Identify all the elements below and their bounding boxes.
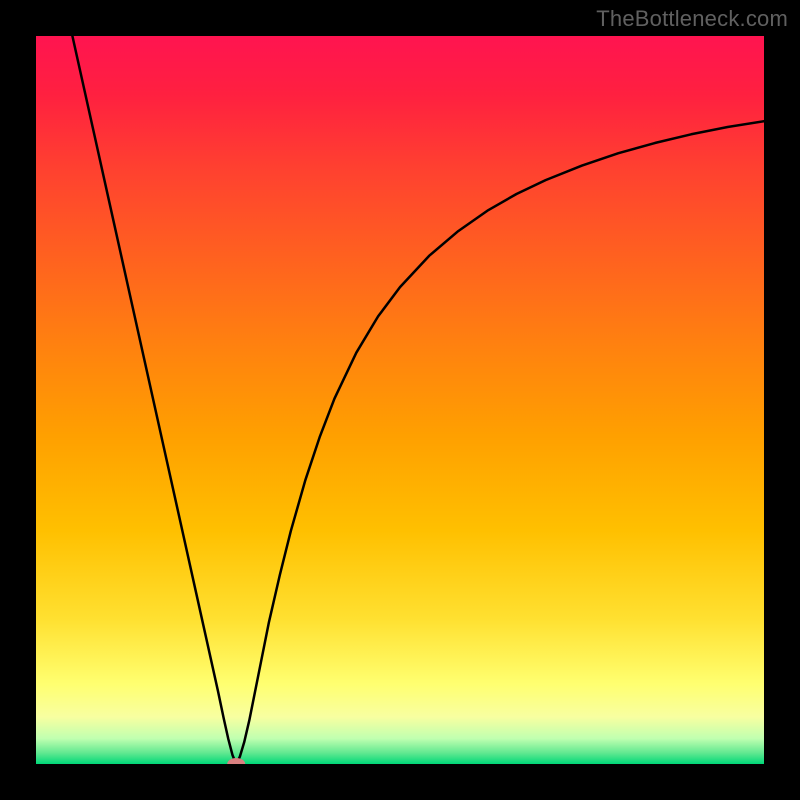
watermark-text: TheBottleneck.com bbox=[596, 6, 788, 32]
bottleneck-chart bbox=[0, 0, 800, 800]
plot-area bbox=[36, 36, 764, 770]
chart-root: TheBottleneck.com bbox=[0, 0, 800, 800]
plot-background-gradient bbox=[36, 36, 764, 764]
